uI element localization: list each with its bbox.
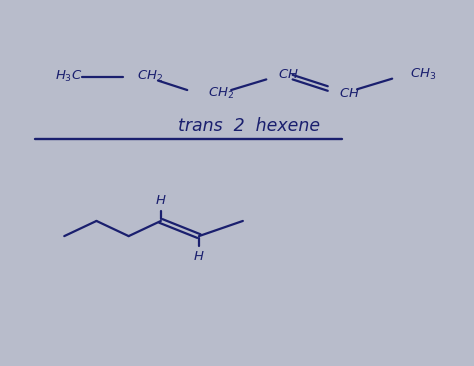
Text: $H_3C$: $H_3C$ <box>55 69 83 84</box>
Text: H: H <box>156 194 166 207</box>
Text: $CH_3$: $CH_3$ <box>410 67 436 82</box>
Text: $CH_2$: $CH_2$ <box>137 69 164 84</box>
Text: H: H <box>194 250 204 263</box>
Text: $CH$: $CH$ <box>278 68 299 81</box>
Text: $CH_2$: $CH_2$ <box>208 86 234 101</box>
Text: trans  2  hexene: trans 2 hexene <box>178 117 320 135</box>
Text: $CH$: $CH$ <box>339 87 360 100</box>
